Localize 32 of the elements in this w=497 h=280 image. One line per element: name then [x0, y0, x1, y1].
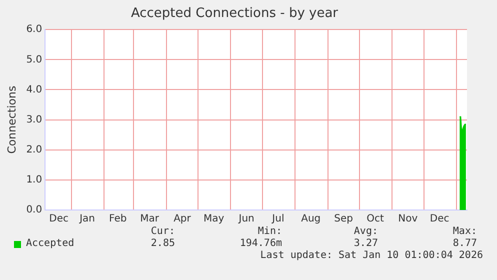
x-tick-label: Dec: [430, 214, 450, 225]
y-tick-label: 5.0: [26, 54, 42, 66]
y-tick-label: 4.0: [26, 84, 42, 96]
y-tick-label: 0.0: [26, 204, 42, 216]
text: Last update: Sat Jan 10 01:00:04 2026: [260, 250, 483, 261]
x-tick-label: Aug: [301, 214, 321, 225]
chart-title: Accepted Connections - by year: [130, 6, 339, 22]
x-tick-label: Jan: [78, 214, 96, 225]
text: Cur:: [150, 226, 175, 237]
text: 2.85: [150, 238, 175, 249]
x-tick-label: Mar: [140, 214, 160, 225]
text: 194.76m: [240, 238, 282, 249]
x-tick-label: Feb: [109, 214, 127, 225]
text: Avg:: [354, 226, 378, 237]
text: Min:: [258, 226, 282, 237]
y-tick-label: 1.0: [26, 174, 42, 186]
x-tick-label: Dec: [49, 214, 68, 225]
y-tick-label: 6.0: [26, 24, 42, 36]
x-tick-label: Oct: [366, 214, 384, 225]
y-tick-label: 3.0: [26, 114, 42, 126]
text: 3.27: [354, 238, 378, 249]
x-tick-label: Nov: [398, 214, 418, 225]
y-axis-title: Connections: [5, 86, 18, 154]
legend-label: Accepted: [26, 238, 74, 249]
x-tick-label: Sep: [334, 214, 354, 225]
text: Max:: [452, 226, 477, 237]
x-tick-label: Jun: [238, 214, 254, 225]
x-tick-label: Jul: [271, 214, 284, 225]
y-tick-label: 2.0: [26, 144, 42, 156]
x-tick-label: Apr: [174, 214, 192, 225]
text: 8.77: [452, 238, 477, 249]
x-tick-label: May: [204, 214, 224, 225]
